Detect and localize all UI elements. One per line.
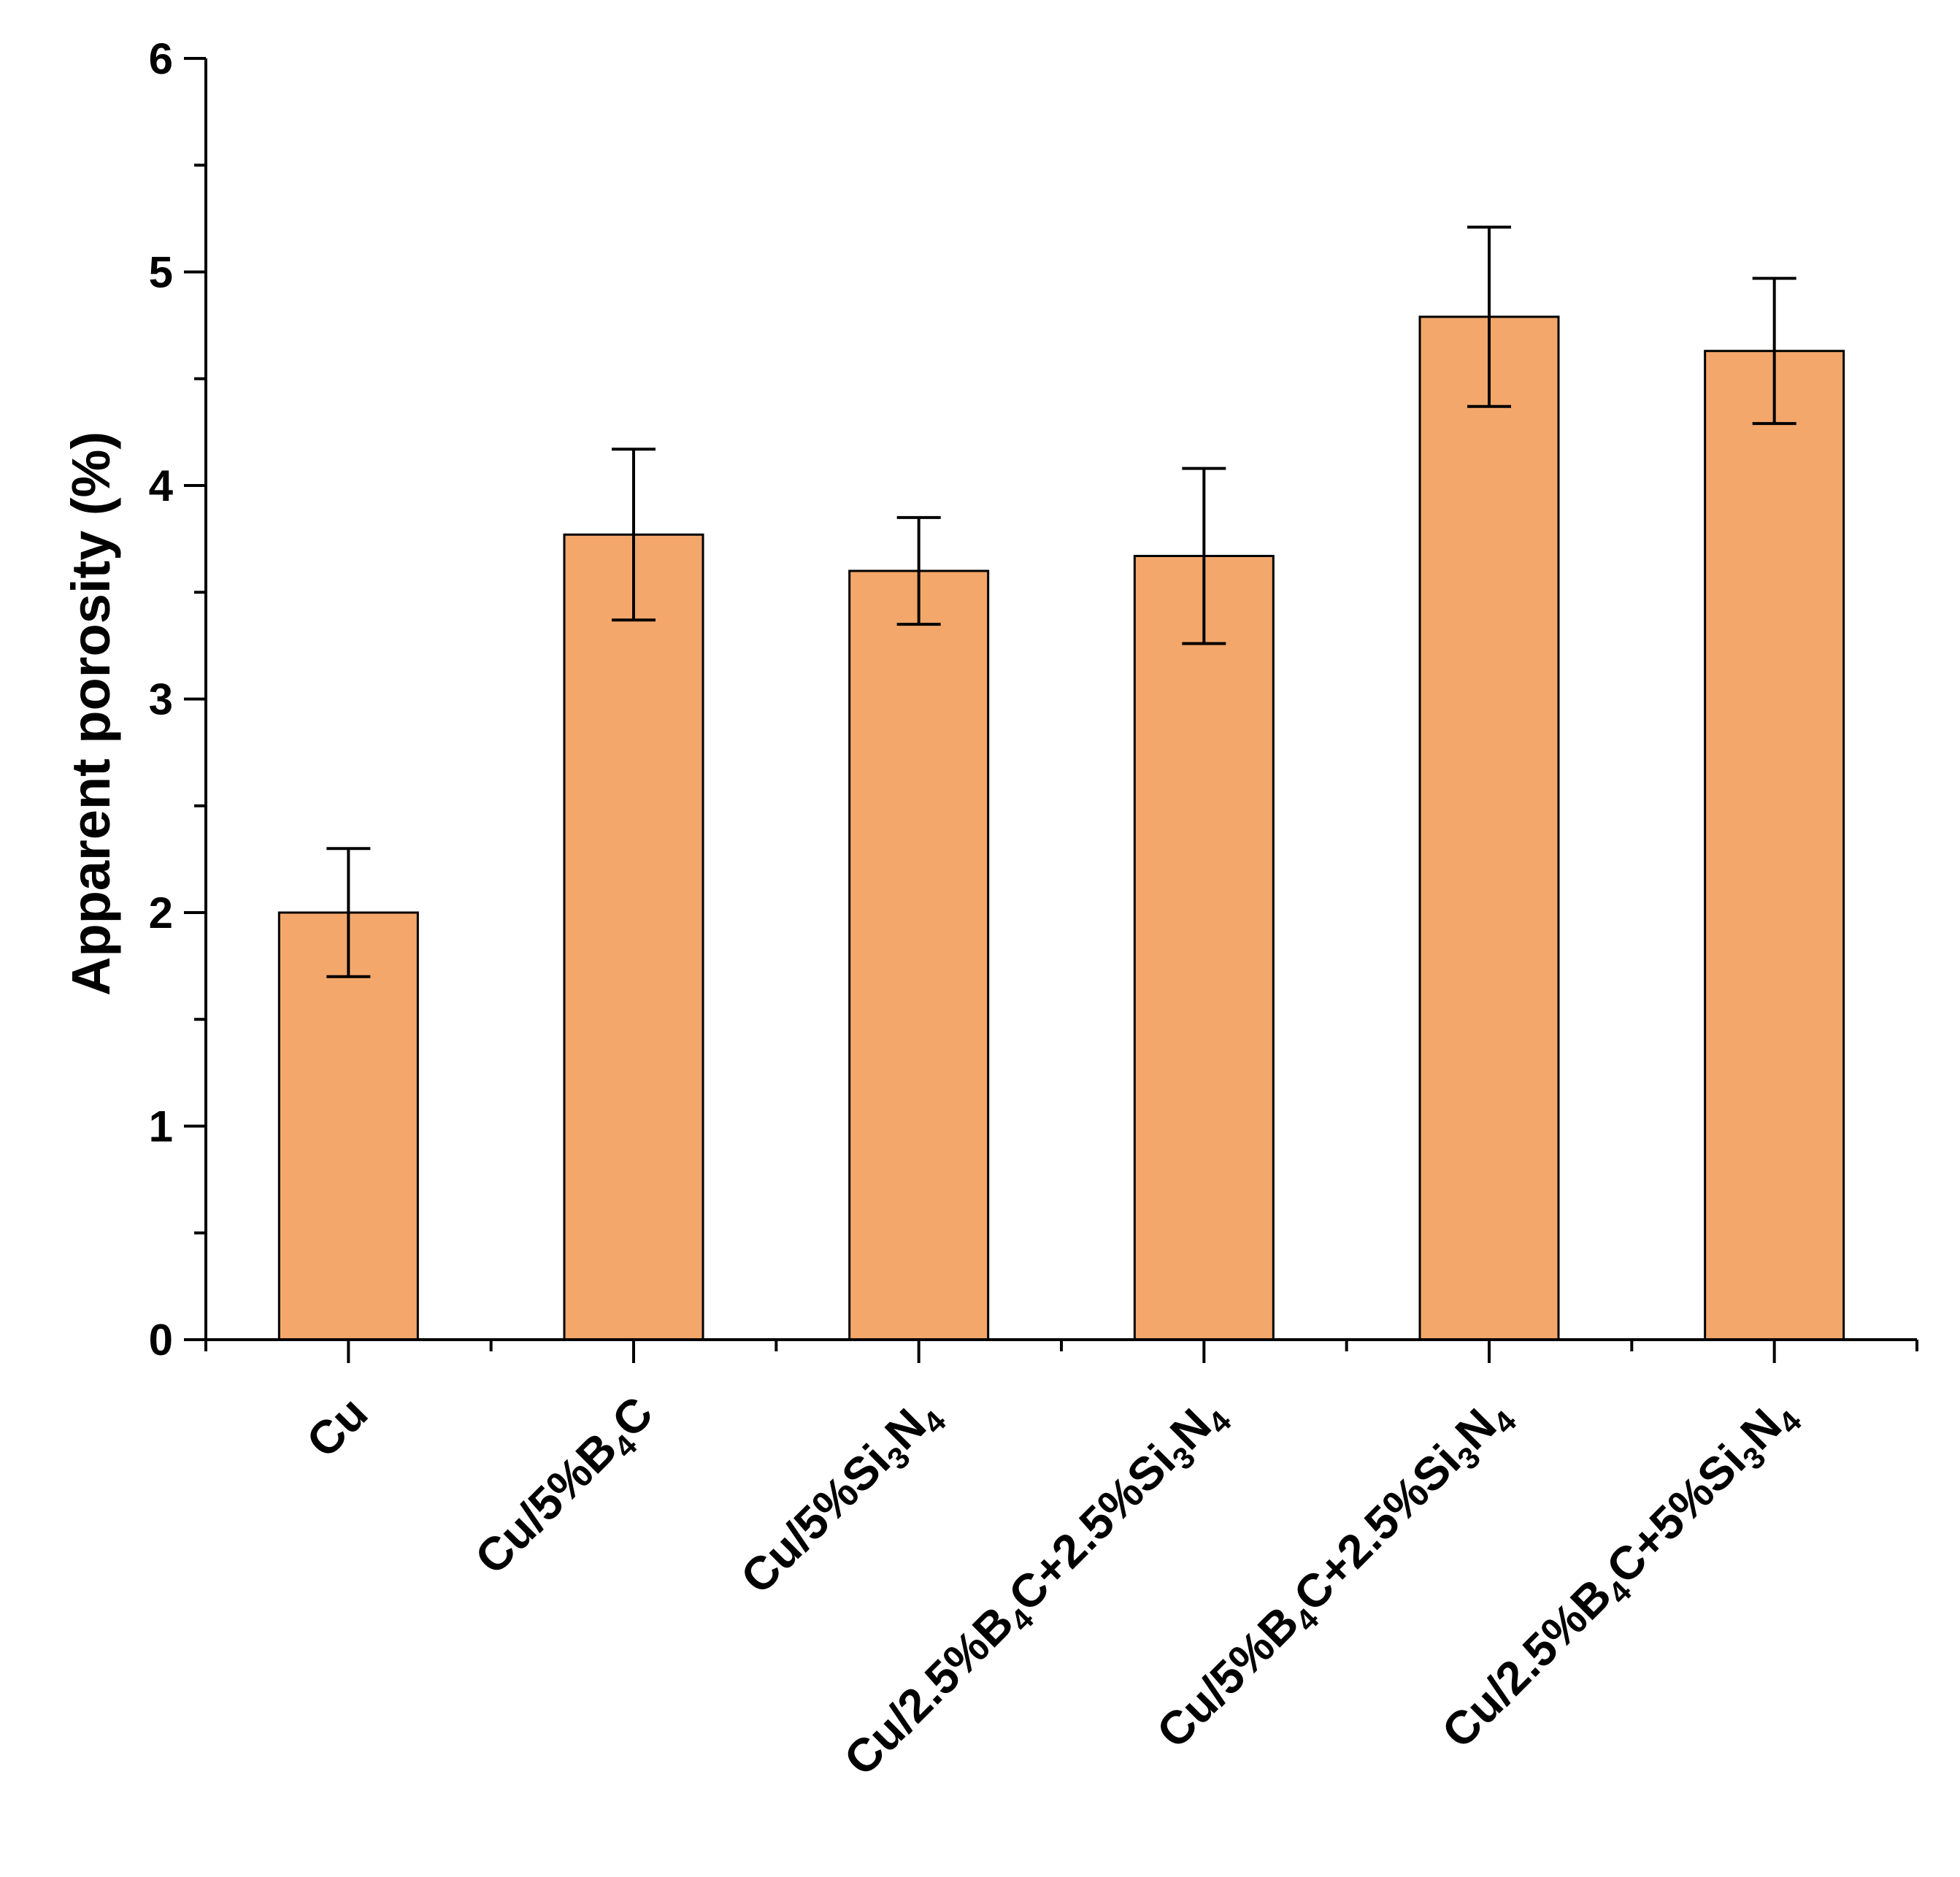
category-labels-layer: Cu Cu/5%B4CCu/5%Si3N4Cu/2.5%B4C+2.5%Si3N4… (296, 1386, 1808, 1786)
y-tick-label: 3 (149, 675, 173, 724)
error-bars-layer (326, 226, 1796, 978)
y-tick-label: 4 (149, 461, 174, 510)
bar (1418, 315, 1560, 1341)
error-bar (612, 448, 656, 622)
y-tick-label: 1 (149, 1102, 173, 1151)
axes-layer (204, 58, 1917, 1341)
y-tick-label: 6 (149, 34, 173, 83)
x-category-label: Cu (296, 1386, 377, 1467)
y-axis-label: Apparent porosity (%) (61, 431, 121, 996)
bar (563, 533, 704, 1341)
x-category-label: Cu/5%B4C (465, 1386, 667, 1589)
error-bar (896, 515, 941, 626)
error-bar (1182, 467, 1226, 645)
x-category-label: Cu/5%Si3N4 (731, 1386, 953, 1609)
y-tick-label: 0 (149, 1316, 173, 1364)
bar (848, 569, 990, 1341)
error-bar (1752, 277, 1796, 426)
y-tick-label: 5 (149, 248, 173, 297)
bars-layer (277, 315, 1845, 1341)
x-ticks-layer (204, 1340, 1918, 1363)
y-tick-label: 2 (149, 888, 173, 937)
bar (1133, 555, 1275, 1341)
y-ticks-layer: 0 1 2 3 4 5 6 (149, 34, 206, 1364)
bar (277, 911, 419, 1341)
error-bar (326, 847, 371, 978)
bar (1704, 350, 1845, 1341)
error-bar (1467, 226, 1511, 408)
